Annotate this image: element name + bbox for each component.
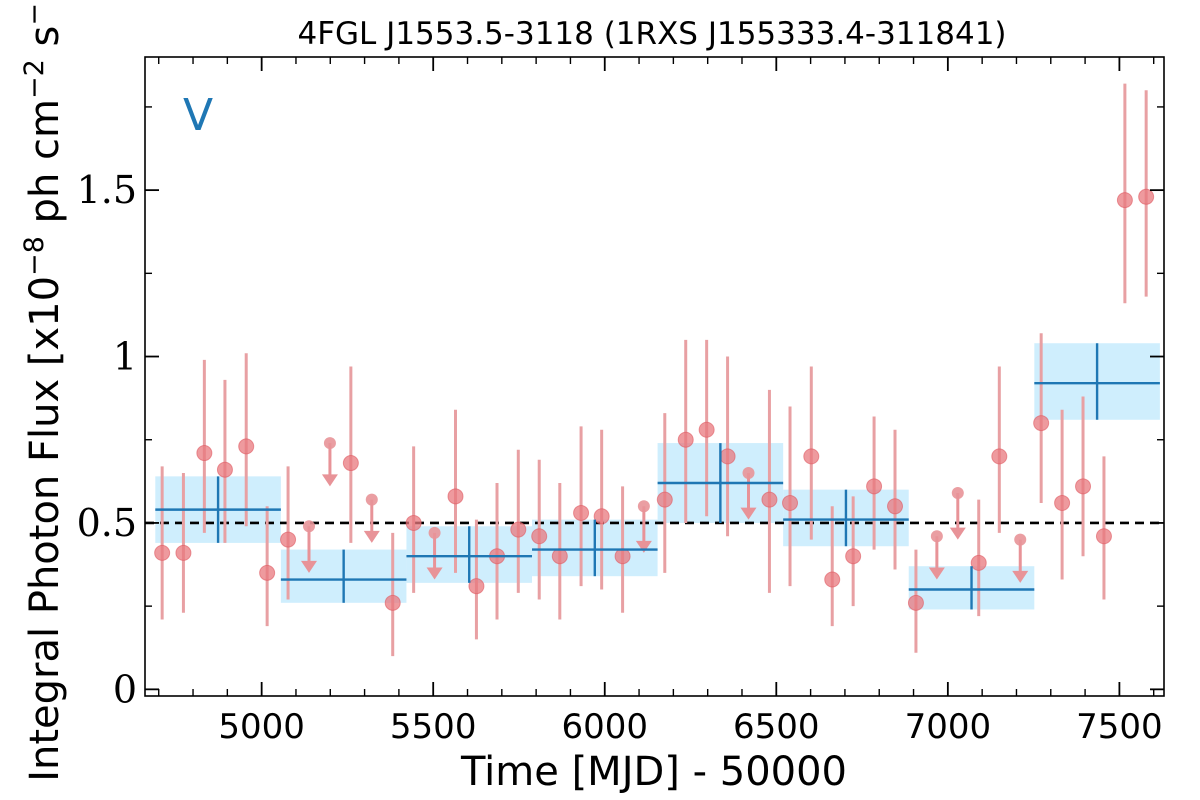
flux-point	[824, 571, 841, 588]
flux-point	[280, 531, 297, 548]
upper-limit-arrowhead	[321, 474, 338, 487]
flux-point	[238, 438, 255, 455]
y-label-mid: ph cm	[22, 99, 68, 236]
flux-point	[866, 478, 883, 495]
flux-point	[991, 448, 1008, 465]
x-tick-label: 5500	[390, 707, 477, 747]
flux-point	[175, 544, 192, 561]
flux-point	[531, 528, 548, 545]
upper-limit-arrowhead	[928, 567, 945, 580]
flux-point	[259, 564, 276, 581]
x-tick-label: 7500	[1076, 707, 1163, 747]
y-tick-label: 1	[113, 335, 137, 379]
flux-point	[1033, 415, 1050, 432]
flux-point	[887, 498, 904, 515]
flux-point	[216, 461, 233, 478]
axis-ticks: 5000 5500 6000 6500 7000 7500 0 0.5 1 1.5	[77, 57, 1164, 747]
flux-point	[551, 548, 568, 565]
x-axis-label: Time [MJD] - 50000	[460, 749, 847, 795]
upper-limit-marker	[930, 530, 943, 543]
upper-limit-marker	[637, 500, 650, 513]
flux-point	[342, 455, 359, 472]
x-tick-label: 6500	[733, 707, 820, 747]
flux-point	[405, 514, 422, 531]
upper-limit-arrowhead	[635, 540, 652, 553]
panel-label: V	[183, 90, 213, 141]
flux-point	[154, 544, 171, 561]
y-tick-label: 0.5	[77, 501, 137, 545]
upper-limit-marker	[303, 520, 316, 533]
upper-limit-arrowhead	[301, 560, 318, 573]
y-tick-label: 0	[113, 667, 137, 711]
flux-point	[468, 578, 485, 595]
flux-point	[970, 554, 987, 571]
plot-area	[145, 83, 1164, 657]
flux-point	[698, 421, 715, 438]
flux-point	[761, 491, 778, 508]
flux-point	[719, 448, 736, 465]
flux-point	[782, 494, 799, 511]
flux-point	[384, 594, 401, 611]
y-label-mid2: s	[22, 26, 68, 60]
flux-point	[656, 491, 673, 508]
flux-point	[573, 504, 590, 521]
x-tick-label: 7000	[905, 707, 992, 747]
flux-point	[447, 488, 464, 505]
flux-point	[907, 594, 924, 611]
flux-point	[614, 548, 631, 565]
flux-point	[593, 508, 610, 525]
upper-limit-arrowhead	[1012, 570, 1029, 583]
plot-frame	[144, 56, 1165, 697]
flux-point	[1054, 494, 1071, 511]
upper-limit-arrowhead	[740, 507, 757, 520]
upper-limit-arrowhead	[363, 530, 380, 543]
flux-point	[196, 445, 213, 462]
y-label-main: Integral Photon Flux [x10	[22, 276, 68, 782]
y-label-exp3: −1	[19, 0, 50, 26]
flux-point	[1138, 188, 1155, 205]
x-tick-label: 5000	[218, 707, 305, 747]
y-label-exp2: −2	[19, 59, 50, 99]
upper-limit-marker	[742, 467, 755, 480]
y-tick-label: 1.5	[77, 168, 137, 212]
flux-point	[677, 431, 694, 448]
y-label-exp1: −8	[19, 236, 50, 276]
flux-point	[510, 521, 527, 538]
chart-title: 4FGL J1553.5-3118 (1RXS J155333.4-311841…	[297, 16, 1006, 52]
y-axis-label: Integral Photon Flux [x10−8 ph cm−2 s−1]	[19, 0, 68, 782]
upper-limit-marker	[365, 493, 378, 506]
x-tick-label: 6000	[561, 707, 648, 747]
upper-limit-arrowhead	[426, 567, 443, 580]
flux-point	[1075, 478, 1092, 495]
flux-point	[1116, 192, 1133, 209]
flux-point	[1095, 528, 1112, 545]
upper-limit-marker	[428, 526, 441, 539]
flux-point	[803, 448, 820, 465]
upper-limit-marker	[951, 486, 964, 499]
upper-limit-arrowhead	[949, 527, 966, 540]
flux-point	[845, 548, 862, 565]
upper-limit-marker	[1014, 533, 1027, 546]
upper-limit-marker	[323, 437, 336, 450]
